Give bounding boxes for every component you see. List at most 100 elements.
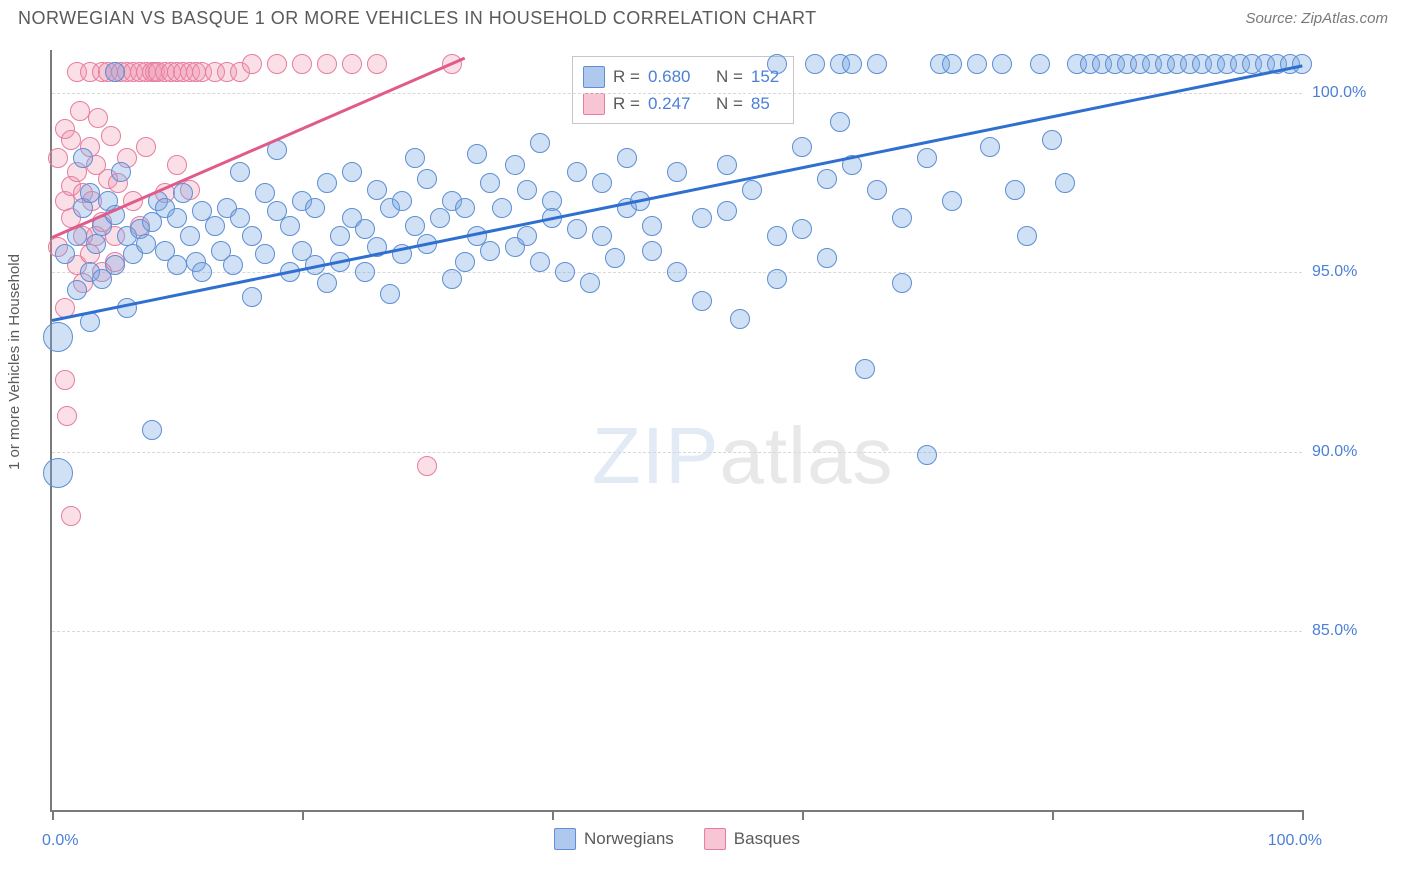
gridline-h (52, 631, 1302, 632)
correlation-legend: R = 0.680 N = 152 R = 0.247 N = 85 (572, 56, 794, 124)
data-point (55, 370, 75, 390)
data-point (88, 108, 108, 128)
data-point (136, 137, 156, 157)
data-point (967, 54, 987, 74)
data-point (517, 226, 537, 246)
data-point (992, 54, 1012, 74)
data-point (892, 208, 912, 228)
scatter-plot: ZIPatlas R = 0.680 N = 152 R = 0.247 N =… (50, 50, 1302, 812)
trend-line (51, 57, 465, 239)
data-point (242, 287, 262, 307)
data-point (567, 219, 587, 239)
data-point (317, 273, 337, 293)
data-point (43, 458, 73, 488)
legend-row-norwegians: R = 0.680 N = 152 (583, 63, 779, 90)
source-label: Source: ZipAtlas.com (1245, 10, 1388, 27)
data-point (43, 322, 73, 352)
data-point (417, 456, 437, 476)
x-tick (52, 810, 54, 820)
x-min-label: 0.0% (42, 832, 78, 850)
data-point (355, 262, 375, 282)
data-point (980, 137, 1000, 157)
x-tick (1052, 810, 1054, 820)
data-point (667, 162, 687, 182)
y-axis-label: 1 or more Vehicles in Household (6, 254, 23, 470)
data-point (892, 273, 912, 293)
data-point (830, 112, 850, 132)
data-point (67, 280, 87, 300)
data-point (592, 226, 612, 246)
data-point (580, 273, 600, 293)
swatch-blue (583, 66, 605, 88)
data-point (867, 54, 887, 74)
x-tick (302, 810, 304, 820)
data-point (767, 226, 787, 246)
data-point (605, 248, 625, 268)
legend-item-basques: Basques (704, 828, 800, 850)
data-point (173, 183, 193, 203)
data-point (367, 180, 387, 200)
data-point (70, 101, 90, 121)
data-point (530, 133, 550, 153)
data-point (942, 54, 962, 74)
data-point (111, 162, 131, 182)
data-point (48, 148, 68, 168)
x-max-label: 100.0% (1268, 832, 1322, 850)
data-point (61, 506, 81, 526)
swatch-pink (704, 828, 726, 850)
data-point (642, 216, 662, 236)
data-point (742, 180, 762, 200)
data-point (342, 54, 362, 74)
data-point (1055, 173, 1075, 193)
data-point (530, 252, 550, 272)
data-point (342, 162, 362, 182)
data-point (392, 191, 412, 211)
data-point (917, 148, 937, 168)
data-point (817, 169, 837, 189)
data-point (480, 173, 500, 193)
data-point (267, 54, 287, 74)
data-point (730, 309, 750, 329)
swatch-blue (554, 828, 576, 850)
watermark: ZIPatlas (592, 410, 893, 502)
series-legend: Norwegians Basques (554, 828, 800, 850)
legend-row-basques: R = 0.247 N = 85 (583, 90, 779, 117)
data-point (692, 208, 712, 228)
data-point (480, 241, 500, 261)
data-point (1030, 54, 1050, 74)
y-tick-label: 90.0% (1312, 443, 1382, 461)
data-point (555, 262, 575, 282)
data-point (667, 262, 687, 282)
data-point (917, 445, 937, 465)
data-point (717, 155, 737, 175)
data-point (317, 173, 337, 193)
data-point (455, 198, 475, 218)
data-point (1017, 226, 1037, 246)
y-tick-label: 85.0% (1312, 622, 1382, 640)
data-point (405, 216, 425, 236)
data-point (57, 406, 77, 426)
data-point (101, 126, 121, 146)
data-point (505, 155, 525, 175)
data-point (167, 255, 187, 275)
data-point (455, 252, 475, 272)
data-point (242, 54, 262, 74)
data-point (417, 169, 437, 189)
data-point (205, 216, 225, 236)
data-point (330, 226, 350, 246)
data-point (167, 208, 187, 228)
data-point (792, 219, 812, 239)
data-point (492, 198, 512, 218)
data-point (592, 173, 612, 193)
chart-title: NORWEGIAN VS BASQUE 1 OR MORE VEHICLES I… (18, 8, 817, 29)
data-point (1042, 130, 1062, 150)
data-point (692, 291, 712, 311)
data-point (80, 183, 100, 203)
data-point (817, 248, 837, 268)
data-point (105, 62, 125, 82)
y-tick-label: 100.0% (1312, 84, 1382, 102)
data-point (405, 148, 425, 168)
data-point (367, 54, 387, 74)
x-tick (1302, 810, 1304, 820)
data-point (717, 201, 737, 221)
